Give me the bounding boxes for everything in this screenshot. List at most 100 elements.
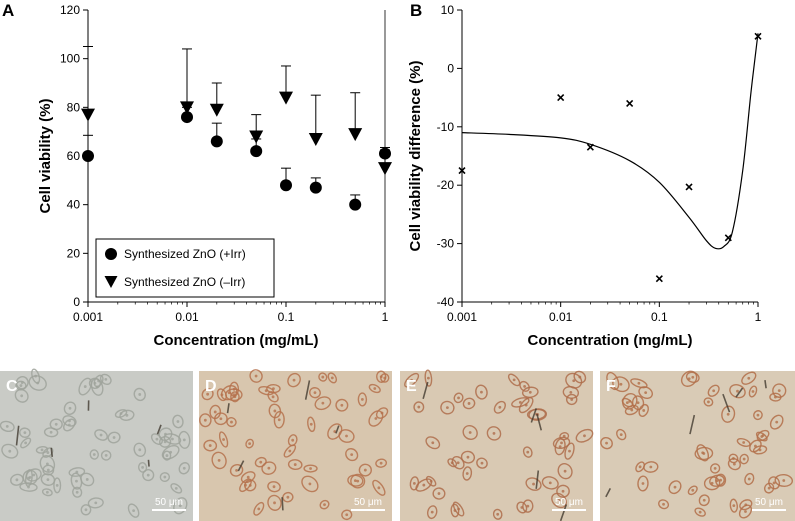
cell-nucleus [712, 389, 716, 393]
cell-nucleus [68, 406, 72, 410]
cell-nucleus [480, 461, 484, 465]
debris [281, 497, 284, 511]
cell [493, 400, 506, 414]
cell [261, 461, 277, 475]
debris [304, 380, 311, 400]
cell-nucleus [49, 430, 53, 434]
cell-nucleus [55, 483, 59, 487]
cell-nucleus [313, 391, 317, 395]
cell-nucleus [259, 460, 263, 464]
cell [573, 370, 587, 384]
cell [475, 384, 488, 400]
cell [358, 463, 372, 477]
cell [622, 392, 638, 410]
cell-nucleus [222, 438, 225, 441]
panel-label-e: E [406, 378, 417, 395]
panel-a-x-title: Concentration (mg/mL) [154, 332, 319, 349]
cell [460, 450, 476, 464]
cell [87, 497, 104, 509]
cell-nucleus [34, 374, 38, 378]
cell-nucleus [379, 461, 383, 465]
cell [14, 388, 29, 403]
cell-nucleus [155, 437, 159, 441]
cell-nucleus [431, 441, 435, 445]
cell-nucleus [702, 452, 706, 455]
cell [685, 371, 700, 383]
scale-bar-label-d: 50 μm [354, 497, 382, 508]
cell-nucleus [288, 449, 292, 453]
cell [774, 473, 794, 487]
cell [80, 472, 95, 487]
difference-point [685, 183, 693, 191]
cell-nucleus [429, 479, 433, 483]
cell [425, 475, 437, 487]
cell-nucleus [46, 451, 50, 454]
cell-nucleus [430, 510, 434, 514]
cell-nucleus [267, 466, 271, 470]
cell-nucleus [698, 510, 702, 514]
cell [253, 501, 265, 516]
debris [536, 413, 543, 431]
cell-nucleus [637, 381, 641, 385]
cell-nucleus [691, 375, 695, 379]
debris [735, 387, 744, 398]
cell [350, 473, 366, 489]
cell-nucleus [569, 391, 573, 394]
cell-nucleus [232, 393, 236, 397]
cell [133, 387, 146, 402]
cell-nucleus [642, 409, 646, 412]
cell [772, 383, 787, 398]
cell [715, 473, 727, 487]
cell-nucleus [736, 389, 739, 393]
cell-nucleus [248, 442, 252, 446]
cell [170, 483, 183, 494]
cell-nucleus [496, 512, 500, 516]
cell [698, 494, 710, 507]
debris [535, 470, 540, 489]
cell [114, 409, 128, 418]
cell [462, 397, 476, 410]
cell [41, 488, 53, 497]
cell [413, 401, 425, 413]
debris [335, 425, 340, 434]
y-tick-label: -10 [437, 120, 455, 134]
cell [425, 436, 441, 450]
cell-nucleus [203, 418, 207, 422]
cell-nucleus [526, 504, 530, 508]
cell-nucleus [286, 495, 290, 499]
panel-a-y-title: Cell viability (%) [37, 98, 54, 213]
cell [314, 396, 332, 411]
cell [741, 371, 757, 385]
micrograph-d: D 50 μm [199, 369, 392, 521]
cell [15, 375, 29, 390]
cell [668, 480, 682, 495]
cell-nucleus [19, 384, 23, 387]
cell-nucleus [85, 478, 89, 481]
cell-nucleus [641, 482, 645, 485]
cell [440, 400, 455, 415]
cell-nucleus [437, 492, 441, 495]
cell [220, 385, 238, 401]
panel-label-f: F [606, 378, 616, 395]
cell [335, 398, 349, 412]
cell [424, 369, 433, 387]
cell-nucleus [138, 393, 142, 396]
cell-nucleus [40, 448, 44, 452]
cell-nucleus [379, 375, 383, 379]
cell [1, 443, 19, 459]
cell-nucleus [380, 411, 384, 415]
cell-nucleus [467, 402, 471, 405]
cell [258, 385, 275, 396]
cell [709, 463, 721, 474]
cell [635, 461, 645, 473]
cell-nucleus [619, 382, 623, 386]
cell [127, 503, 140, 518]
cell-nucleus [558, 445, 562, 449]
data-point-irr [379, 147, 391, 160]
debris [156, 424, 162, 435]
cell-nucleus [628, 399, 632, 403]
cell-nucleus [46, 468, 50, 472]
cell-nucleus [445, 406, 449, 410]
cell [94, 429, 108, 441]
difference-point [586, 143, 594, 151]
